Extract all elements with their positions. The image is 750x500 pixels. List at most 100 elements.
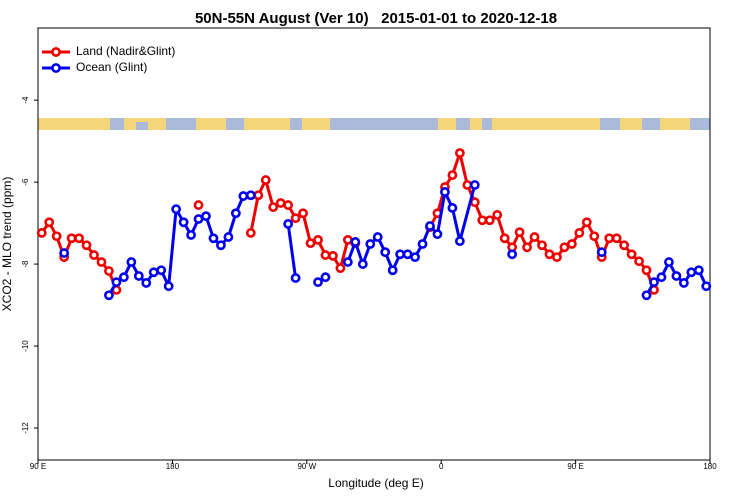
data-point [454,148,465,158]
data-point [581,217,592,228]
data-point [44,217,55,228]
data-point [118,272,129,283]
data-point [380,247,391,258]
plot-frame [37,27,711,461]
data-point [313,277,323,288]
data-point [641,265,652,276]
data-point [537,240,547,251]
data-point [499,233,510,244]
data-point [589,231,600,242]
data-point [604,233,615,244]
data-point [566,239,577,249]
y-tick-label: -10 [21,340,30,352]
series [36,148,659,295]
data-point [671,271,682,281]
data-point [96,257,107,267]
data-point [193,200,204,210]
data-point [133,271,144,281]
y-tick-label: -8 [21,260,30,268]
data-point [126,257,137,267]
data-point [290,213,301,224]
x-tick-label: 180 [166,462,180,471]
data-point [462,180,473,190]
data-point [335,263,346,274]
data-point [193,214,204,224]
data-point [178,217,189,228]
data-point [559,242,570,253]
data-point [89,250,99,260]
legend-label: Land (Nadir&Glint) [76,44,175,58]
data-point [342,257,353,267]
data-point [492,209,503,220]
data-point [395,249,406,260]
data-point [357,259,368,269]
data-point [544,249,555,260]
data-point [365,239,376,249]
data-point [522,242,532,253]
legend-label: Ocean (Glint) [76,60,147,74]
data-point [454,236,465,247]
data-point [148,267,159,278]
data-point [245,190,256,201]
chart-title: 50N-55N August (Ver 10) 2015-01-01 to 20… [195,10,557,27]
data-point [350,237,361,247]
data-point [223,232,234,242]
data-point [626,249,637,260]
data-point [111,277,122,288]
y-tick-label: -4 [21,96,30,104]
data-point [81,240,92,251]
data-point [163,281,174,292]
data-point [298,208,308,219]
data-point [305,238,316,249]
data-point [484,215,495,226]
data-point [245,228,256,238]
series [59,180,712,301]
data-point [693,265,704,276]
data-point [171,204,182,215]
data-point [611,233,622,244]
x-tick-label: 180 [703,462,717,471]
data-point [59,248,70,258]
legend-marker [51,47,61,57]
data-point [507,249,518,260]
data-point [447,170,458,181]
y-tick-label: -6 [21,178,30,186]
data-point [208,233,219,244]
data-point [186,230,196,240]
data-point [313,235,323,245]
data-point [66,233,77,244]
data-point [678,278,689,288]
data-point [432,229,443,240]
data-point [230,208,241,219]
data-point [477,215,488,226]
x-tick-label: 90 W [297,462,316,471]
data-point [283,219,294,229]
data-point [440,187,450,197]
y-tick-label: -12 [21,422,30,434]
data-point [372,232,383,242]
map-strip [38,118,710,130]
data-point [268,202,279,213]
data-point [216,240,226,251]
y-axis-label: XCO2 - MLO trend (ppm) [0,177,14,312]
data-point [104,290,114,301]
x-axis-label: Longitude (deg E) [328,476,423,490]
data-point [74,233,84,244]
x-tick-label: 0 [439,462,444,471]
data-point [201,211,211,222]
data-point [514,227,525,238]
data-point [529,232,540,242]
data-point [238,191,249,201]
data-point [410,252,420,263]
x-tick-label: 90 E [567,462,583,471]
data-point [342,235,353,245]
legend-marker [51,63,61,73]
data-point [634,256,644,267]
data-point [664,257,674,267]
data-point [641,290,652,301]
data-point [387,265,398,276]
data-point [686,267,697,278]
data-point [104,266,114,276]
data-point [649,277,659,288]
